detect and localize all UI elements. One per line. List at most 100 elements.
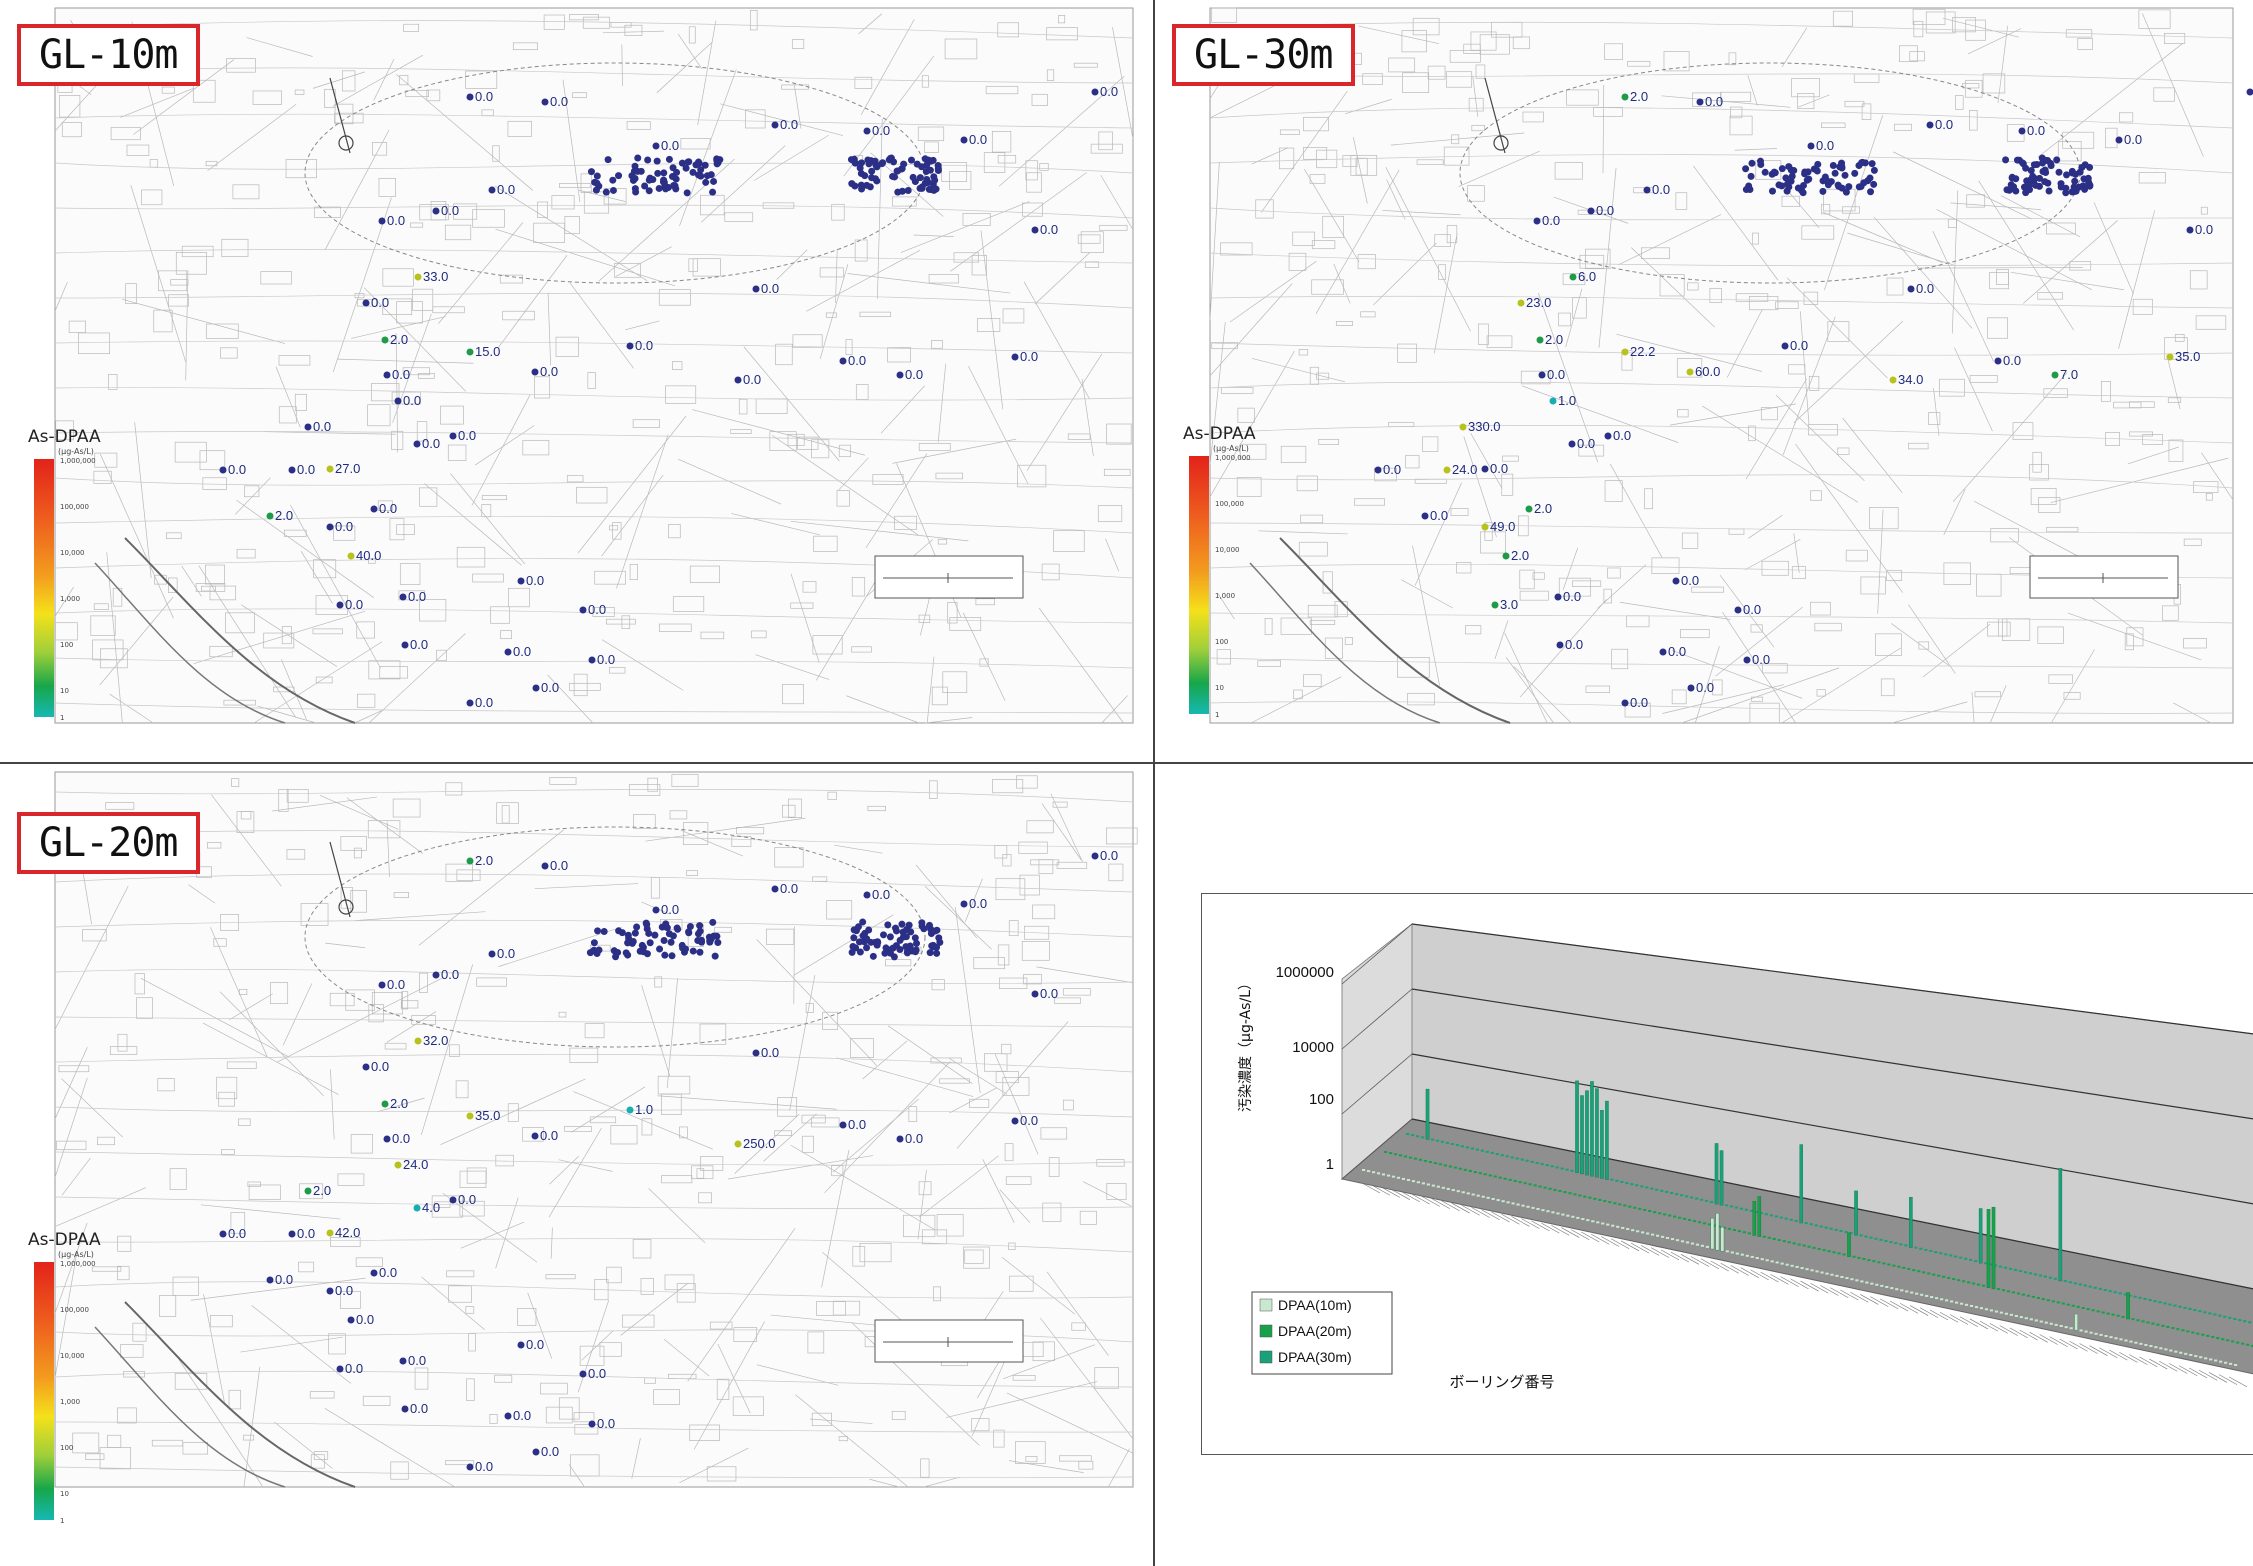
chart-bar <box>1460 1145 1465 1148</box>
chart-bar <box>1633 1206 1637 1209</box>
measurement-point: 0.0 <box>541 94 568 109</box>
chart-legend: DPAA(10m) DPAA(20m) DPAA(30m) <box>1251 1291 1393 1375</box>
chart-bar <box>2028 1272 2033 1275</box>
point-value: 0.0 <box>297 462 315 477</box>
chart-bar <box>1917 1270 1921 1273</box>
chart-bar <box>1966 1281 1971 1284</box>
chart-bar <box>1692 1220 1697 1223</box>
chart-bar <box>1535 1161 1539 1164</box>
chart-bar <box>1651 1233 1655 1236</box>
chart-bar <box>2189 1353 2193 1356</box>
point-marker <box>2018 127 2026 135</box>
measurement-point: 0.0 <box>362 1059 389 1074</box>
point-value: 0.0 <box>356 1312 374 1327</box>
chart-bar <box>1475 1148 1479 1151</box>
chart-bar <box>1585 1090 1589 1176</box>
chart-bar <box>1628 1205 1632 1208</box>
chart-bar <box>1988 1263 1993 1266</box>
point-marker <box>1734 606 1742 614</box>
measurement-point: 0.0 <box>336 597 363 612</box>
measurement-point: 0.0 <box>752 1045 779 1060</box>
chart-bar <box>1631 1229 1635 1232</box>
chart-bar <box>1548 1187 1552 1190</box>
x-tick-label <box>2009 1327 2028 1339</box>
chart-bar <box>2134 1341 2138 1344</box>
chart-bar <box>1451 1189 1455 1192</box>
chart-bar <box>1362 1169 1366 1171</box>
chart-bar <box>2003 1266 2008 1269</box>
point-value: 0.0 <box>1383 462 1401 477</box>
x-tick-label <box>1670 1251 1690 1263</box>
x-tick-label <box>1890 1300 1909 1312</box>
point-value: 0.0 <box>969 132 987 147</box>
chart-bar <box>1648 1210 1652 1213</box>
point-value: 0.0 <box>379 501 397 516</box>
point-marker <box>288 466 296 474</box>
x-tick-label <box>2129 1354 2148 1365</box>
chart-bar <box>1842 1253 1846 1256</box>
x-tick-label <box>1790 1278 1809 1290</box>
chart-bar <box>1825 1272 1829 1275</box>
chart-bar <box>1605 1100 1609 1180</box>
point-marker <box>863 891 871 899</box>
chart-bar <box>2061 1302 2065 1305</box>
point-marker <box>734 1140 742 1148</box>
chart-bar <box>1556 1212 1560 1215</box>
point-marker <box>771 121 779 129</box>
point-value: 0.0 <box>1681 573 1699 588</box>
point-value: 0.0 <box>458 1192 476 1207</box>
chart-bar <box>1714 1143 1719 1205</box>
chart-bar <box>1536 1208 1540 1210</box>
point-value: 0.0 <box>387 977 405 992</box>
chart-bar <box>1408 1156 1413 1159</box>
point-value: 0.0 <box>848 1117 866 1132</box>
chart-bar <box>1720 1227 1725 1252</box>
chart-bar <box>1730 1251 1734 1254</box>
measurement-point: 24.0 <box>394 1157 428 1172</box>
chart-bar <box>1765 1259 1769 1262</box>
chart-bar <box>2026 1294 2030 1297</box>
chart-bar <box>1725 1250 1729 1253</box>
point-marker <box>1743 656 1751 664</box>
x-tick-label <box>1760 1271 1779 1283</box>
point-value: 0.0 <box>1430 508 1448 523</box>
measurement-point: 0.0 <box>1643 182 1670 197</box>
x-tick-label <box>1780 1276 1799 1287</box>
legend-tick: 1 <box>60 714 65 722</box>
chart-bar <box>1998 1265 2003 1268</box>
chart-bar <box>1415 1135 1420 1138</box>
chart-bar <box>1480 1149 1484 1152</box>
chart-bar <box>1880 1284 1884 1287</box>
point-value: 0.0 <box>441 203 459 218</box>
measurement-point: 40.0 <box>347 548 381 563</box>
measurement-point: 0.0 <box>266 1272 293 1287</box>
chart-bar <box>1940 1298 1944 1301</box>
point-marker <box>734 376 742 384</box>
chart-bar <box>1685 1195 1689 1198</box>
point-value: 0.0 <box>1040 986 1058 1001</box>
chart-bar <box>1770 1260 1774 1263</box>
chart-bar <box>1573 1193 1577 1196</box>
chart-bar <box>1546 1210 1550 1213</box>
measurement-point: 2.0 <box>1525 501 1552 516</box>
chart-bar <box>1810 1269 1814 1272</box>
measurement-point: 32.0 <box>414 1033 448 1048</box>
measurement-point: 0.0 <box>347 1312 374 1327</box>
point-value: 0.0 <box>1020 1113 1038 1128</box>
chart-bar <box>1742 1231 1746 1234</box>
point-value: 0.0 <box>1100 84 1118 99</box>
measurement-point: 0.0 <box>399 1353 426 1368</box>
panel-label: GL-10m <box>17 24 200 86</box>
point-marker <box>1374 466 1382 474</box>
measurement-point: 0.0 <box>1091 848 1118 863</box>
chart-bar <box>1641 1231 1645 1234</box>
legend-unit: (μg-As/L) <box>58 447 94 456</box>
chart-bar <box>2034 1319 2038 1322</box>
chart-bar <box>1406 1179 1411 1182</box>
chart-bar <box>1984 1308 1989 1311</box>
chart-bar <box>1850 1278 1854 1281</box>
chart-bar <box>2126 1292 2130 1320</box>
chart-bar <box>1782 1240 1786 1243</box>
measurement-point: 0.0 <box>432 203 459 218</box>
chart-bar <box>2046 1299 2050 1302</box>
